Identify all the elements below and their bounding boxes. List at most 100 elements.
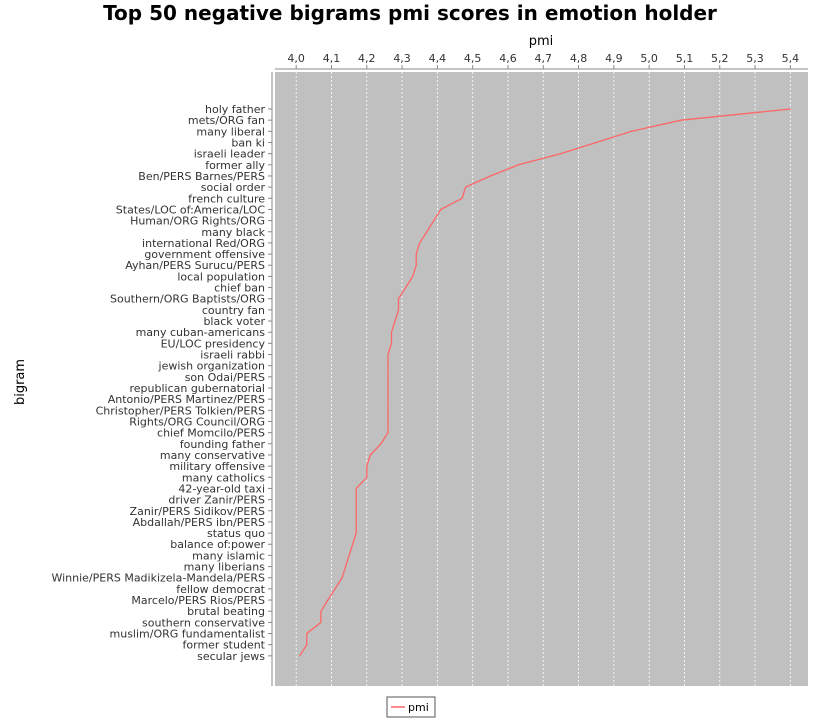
legend-box — [386, 696, 436, 718]
category-label: mets/ORG fan — [188, 114, 265, 127]
x-tick-label: 4,3 — [393, 52, 411, 65]
data-point — [341, 577, 343, 579]
category-label: many liberal — [196, 125, 265, 138]
data-point — [433, 220, 435, 222]
category-label: Rights/ORG Council/ORG — [129, 415, 265, 428]
data-point — [440, 208, 442, 211]
data-point — [465, 186, 467, 188]
category-label: son Odai/PERS — [185, 371, 265, 384]
plot-background — [275, 72, 808, 686]
category-label: Winnie/PERS Madikizela-Mandela/PERS — [51, 572, 265, 585]
data-point — [355, 487, 357, 490]
x-tick-label: 4,2 — [358, 52, 376, 65]
data-point — [366, 465, 368, 467]
category-label: Marcelo/PERS Rios/PERS — [131, 594, 265, 607]
chart-title: Top 50 negative bigrams pmi scores in em… — [103, 1, 717, 25]
category-label: many black — [201, 226, 265, 239]
data-point — [387, 409, 389, 411]
category-label: military offensive — [169, 460, 265, 473]
x-tick-label: 5,1 — [676, 52, 694, 65]
data-point — [517, 164, 520, 166]
category-label: country fan — [202, 304, 265, 317]
data-point — [380, 443, 382, 445]
data-point — [355, 521, 357, 523]
category-label: chief ban — [214, 282, 265, 295]
category-label: many liberians — [184, 561, 266, 574]
category-label: french culture — [188, 192, 265, 205]
category-label: many catholics — [182, 471, 265, 484]
category-label: Human/ORG Rights/ORG — [130, 215, 265, 228]
x-tick-label: 4,4 — [429, 52, 447, 65]
data-point — [355, 510, 357, 512]
category-label: many cuban-americans — [136, 326, 266, 339]
category-label: Ayhan/PERS Surucu/PERS — [125, 259, 265, 272]
x-axis: 4,0 4,1 4,2 4,3 4,4 4,5 4,6 4,7 4,8 4,9 5,0 5,1 5,2 5… — [275, 52, 808, 70]
x-tick-label: 4,7 — [535, 52, 553, 65]
category-label: founding father — [180, 438, 266, 451]
data-point — [405, 286, 407, 289]
data-point — [387, 353, 389, 356]
x-tick-label: 4,5 — [464, 52, 482, 65]
category-label: many conservative — [160, 449, 265, 462]
category-label: chief Momcilo/PERS — [157, 427, 265, 440]
data-point — [789, 108, 791, 110]
category-label: Ben/PERS Barnes/PERS — [138, 170, 265, 183]
data-point — [387, 398, 389, 400]
category-label: israeli leader — [194, 148, 266, 161]
data-point — [355, 499, 357, 501]
data-point — [387, 365, 389, 367]
category-label: many islamic — [192, 549, 265, 562]
data-point — [415, 264, 417, 266]
data-point — [630, 130, 633, 132]
data-point — [387, 376, 389, 378]
category-label: Zanir/PERS Sidikov/PERS — [130, 505, 265, 518]
category-label: status quo — [207, 527, 265, 540]
category-label: balance of:power — [170, 538, 265, 551]
y-axis-title: bigram — [13, 359, 28, 405]
category-label: Christopher/PERS Tolkien/PERS — [96, 404, 265, 417]
category-label: Abdallah/PERS ibn/PERS — [133, 516, 265, 529]
data-point — [306, 632, 308, 635]
data-point — [366, 476, 368, 478]
legend: pmi — [386, 696, 436, 718]
category-label: EU/LOC presidency — [161, 337, 266, 350]
category-label: government offensive — [144, 248, 265, 261]
data-point — [419, 242, 421, 244]
data-point — [344, 565, 347, 568]
category-label: social order — [201, 181, 266, 194]
x-tick-label: 4,1 — [323, 52, 341, 65]
data-point — [397, 298, 400, 300]
data-point — [352, 543, 354, 545]
category-label: former ally — [205, 159, 265, 172]
category-label: States/LOC of:America/LOC — [116, 203, 266, 216]
x-axis-title: pmi — [529, 34, 554, 49]
category-label: Southern/ORG Baptists/ORG — [110, 293, 265, 306]
category-label: international Red/ORG — [142, 237, 265, 250]
data-point — [369, 454, 371, 456]
category-label: republican gubernatorial — [129, 382, 265, 395]
category-label: jewish organization — [158, 360, 265, 373]
category-label: 42-year-old taxi — [178, 482, 265, 495]
data-point — [394, 320, 396, 322]
x-tick-label: 4,0 — [287, 52, 305, 65]
data-point — [390, 331, 393, 333]
data-point — [412, 275, 414, 277]
category-label: southern conservative — [142, 616, 265, 629]
data-point — [397, 309, 400, 311]
data-point — [348, 554, 350, 557]
data-point — [387, 420, 389, 423]
x-tick-label: 4,6 — [499, 52, 517, 65]
data-point — [299, 655, 301, 657]
series-line-pmi — [299, 108, 791, 657]
category-label: israeli rabbi — [200, 349, 265, 362]
data-point — [680, 119, 682, 121]
category-label: secular jews — [197, 650, 265, 663]
data-point — [390, 342, 393, 344]
category-label: holy father — [205, 103, 265, 116]
x-tick-label: 5,0 — [640, 52, 658, 65]
data-point — [355, 532, 357, 534]
data-point — [461, 197, 463, 199]
data-point — [327, 599, 329, 601]
category-label: Antonio/PERS Martinez/PERS — [108, 393, 265, 406]
